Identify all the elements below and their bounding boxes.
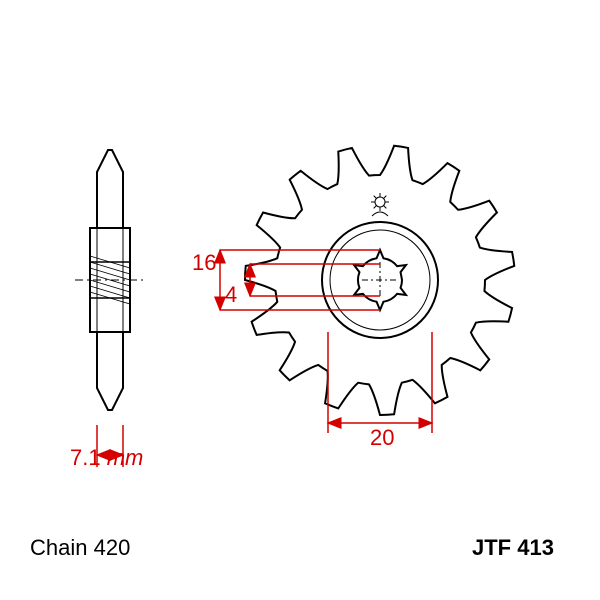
chain-label: Chain 420 [30,535,130,561]
front-view [245,146,514,415]
part-number-label: JTF 413 [472,535,554,561]
dim-bore-outer: 16 [192,250,216,276]
dim-bore-inner: 4 [225,282,237,308]
dim-hub: 20 [370,425,394,451]
dim-width: 7.1 mm [70,445,143,471]
diagram-canvas [0,0,600,600]
side-view [75,150,145,410]
